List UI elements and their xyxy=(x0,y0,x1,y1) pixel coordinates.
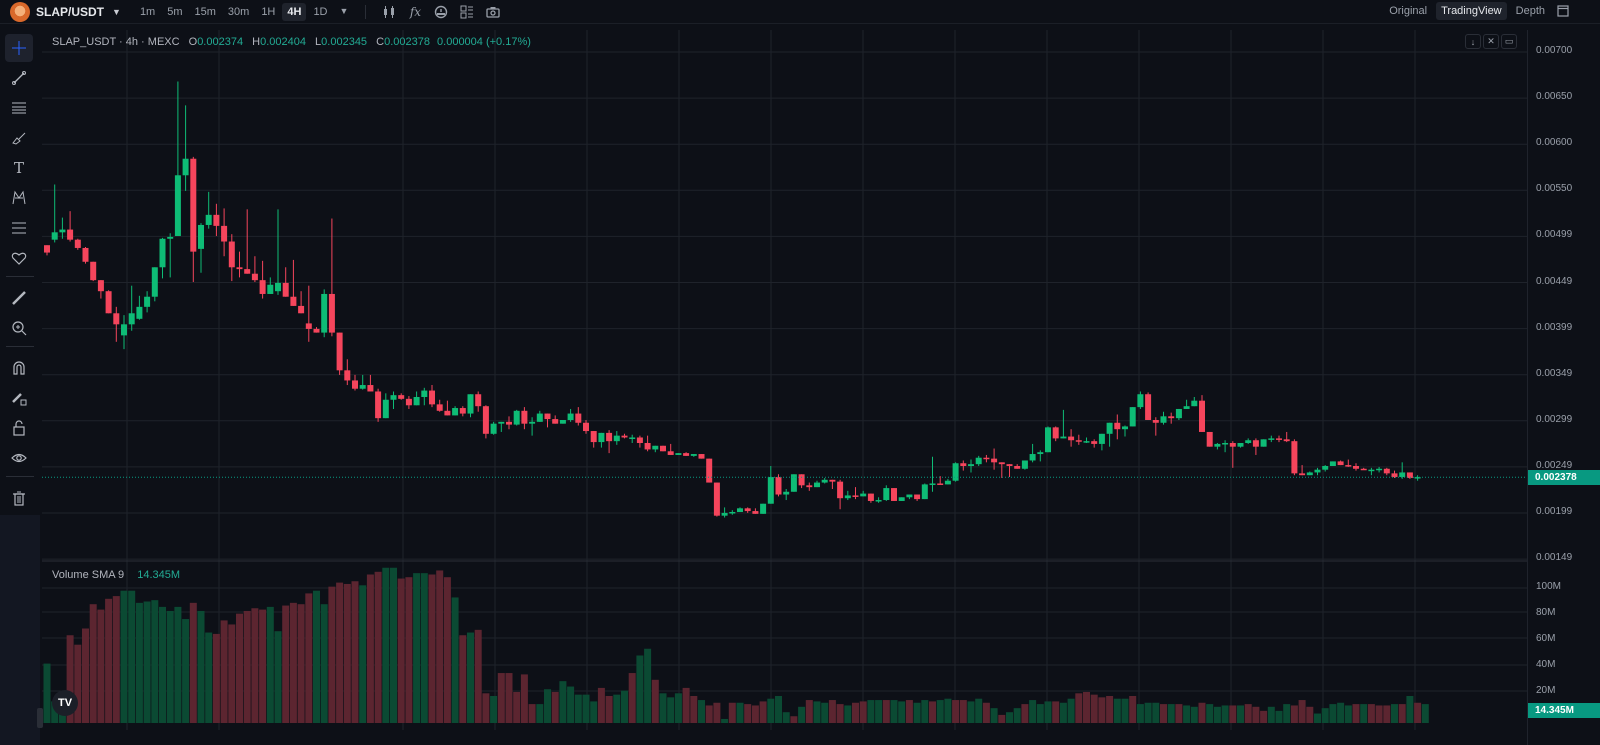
text-tool[interactable]: T xyxy=(13,159,24,177)
drawing-toolbar: T xyxy=(0,30,40,515)
current-volume-tag: 14.345M xyxy=(1528,703,1600,718)
price-tick-label: 0.00700 xyxy=(1536,45,1573,56)
favorites-heart-icon[interactable] xyxy=(5,244,33,272)
candle-type-icon[interactable] xyxy=(381,4,397,20)
horizontal-lines-tool[interactable] xyxy=(5,94,33,122)
open-value: 0.002374 xyxy=(197,36,244,48)
window-icon[interactable] xyxy=(1555,3,1571,19)
volume-legend: Volume SMA 9 14.345M xyxy=(52,569,180,581)
maximize-pane-icon[interactable]: ▭ xyxy=(1501,34,1517,49)
price-tick-label: 0.00199 xyxy=(1536,506,1573,517)
price-tick-label: 0.00149 xyxy=(1536,552,1573,564)
trash-icon[interactable] xyxy=(5,484,33,512)
sidebar-empty-area xyxy=(0,515,40,745)
current-price-tag: 0.002378 xyxy=(1528,470,1600,486)
price-axis[interactable]: 0.002378 14.345M 0.00700 0.00650 0.00600 0.… xyxy=(1527,30,1600,745)
price-tick-label: 0.00650 xyxy=(1536,91,1573,103)
crosshair-tool[interactable] xyxy=(5,34,33,62)
collapse-toolbar-handle[interactable] xyxy=(37,708,43,728)
interval-1h[interactable]: 1H xyxy=(261,5,276,18)
interval-15m[interactable]: 15m xyxy=(194,5,216,18)
layout-icon[interactable] xyxy=(459,4,475,20)
price-tick-label: 0.00299 xyxy=(1536,413,1573,425)
trend-line-tool[interactable] xyxy=(5,64,33,92)
move-pane-down-icon[interactable]: ↓ xyxy=(1465,34,1481,49)
interval-selector: 1m 5m 15m 30m 1H 4H 1D ▼ xyxy=(135,2,355,21)
price-tick-label: 0.00499 xyxy=(1536,229,1573,241)
interval-5m[interactable]: 5m xyxy=(167,5,183,18)
brush-tool[interactable] xyxy=(5,124,33,152)
price-tick-label: 0.00550 xyxy=(1536,183,1573,195)
price-tick-label: 0.00249 xyxy=(1536,459,1573,471)
view-tradingview[interactable]: TradingView xyxy=(1436,2,1507,20)
screenshot-icon[interactable] xyxy=(485,4,501,20)
chart-settings-icon[interactable] xyxy=(433,4,449,20)
change-value: 0.000004 (+0.17%) xyxy=(437,36,531,48)
ohlc-legend: SLAP_USDT · 4h · MEXC O0.002374 H0.00240… xyxy=(52,36,531,48)
interval-30m[interactable]: 30m xyxy=(227,5,250,18)
chart-view-switcher: Original TradingView Depth xyxy=(1380,2,1576,20)
zoom-in-tool[interactable] xyxy=(5,314,33,342)
volume-indicator-label: Volume SMA 9 xyxy=(52,569,125,581)
price-tick-label: 0.00449 xyxy=(1536,275,1573,287)
interval-4h[interactable]: 4H xyxy=(282,2,307,21)
price-tick-label: 0.00600 xyxy=(1536,137,1573,149)
ruler-tool[interactable] xyxy=(5,284,33,312)
volume-sma-value: 14.345M xyxy=(137,569,181,581)
interval-more-caret-icon[interactable]: ▼ xyxy=(339,5,349,16)
close-value: 0.002378 xyxy=(384,36,430,48)
toolbar-divider xyxy=(6,346,34,347)
volume-tick-label: 60M xyxy=(1536,633,1556,644)
pattern-tool[interactable] xyxy=(5,184,33,212)
price-tick-label: 0.00399 xyxy=(1536,321,1573,333)
pane-controls: ↓ ✕ ▭ xyxy=(1465,34,1519,49)
interval-1d[interactable]: 1D xyxy=(313,5,328,18)
indicators-icon[interactable]: fx xyxy=(409,4,422,19)
fib-retracement-tool[interactable] xyxy=(5,214,33,242)
price-chart-canvas[interactable] xyxy=(0,0,1527,745)
top-toolbar: SLAP/USDT ▼ 1m 5m 15m 30m 1H 4H 1D ▼ fx … xyxy=(0,0,1600,24)
price-tick-label: 0.00349 xyxy=(1536,367,1573,379)
lock-drawings-tool[interactable] xyxy=(5,384,33,412)
symbol-label: SLAP_USDT · 4h · MEXC xyxy=(52,36,180,48)
tradingview-logo[interactable]: TV xyxy=(52,690,78,716)
collapse-pane-icon[interactable]: ✕ xyxy=(1483,34,1499,49)
high-value: 0.002404 xyxy=(260,36,306,48)
toolbar-divider xyxy=(6,276,34,277)
interval-1m[interactable]: 1m xyxy=(139,5,156,18)
volume-tick-label: 80M xyxy=(1536,607,1556,618)
pair-selector[interactable]: SLAP/USDT xyxy=(36,4,105,19)
magnet-tool[interactable] xyxy=(5,354,33,382)
toolbar-divider xyxy=(365,4,367,19)
view-depth[interactable]: Depth xyxy=(1515,5,1545,17)
volume-tick-label: 40M xyxy=(1536,659,1556,670)
low-value: 0.002345 xyxy=(321,36,368,48)
toolbar-divider xyxy=(6,476,34,477)
volume-tick-label: 100M xyxy=(1536,581,1562,592)
pair-dropdown-caret-icon[interactable]: ▼ xyxy=(112,6,121,17)
volume-tick-label: 20M xyxy=(1536,685,1556,696)
eye-icon[interactable] xyxy=(5,444,33,472)
lock-icon[interactable] xyxy=(5,414,33,442)
token-logo xyxy=(10,1,30,22)
view-original[interactable]: Original xyxy=(1389,5,1428,17)
